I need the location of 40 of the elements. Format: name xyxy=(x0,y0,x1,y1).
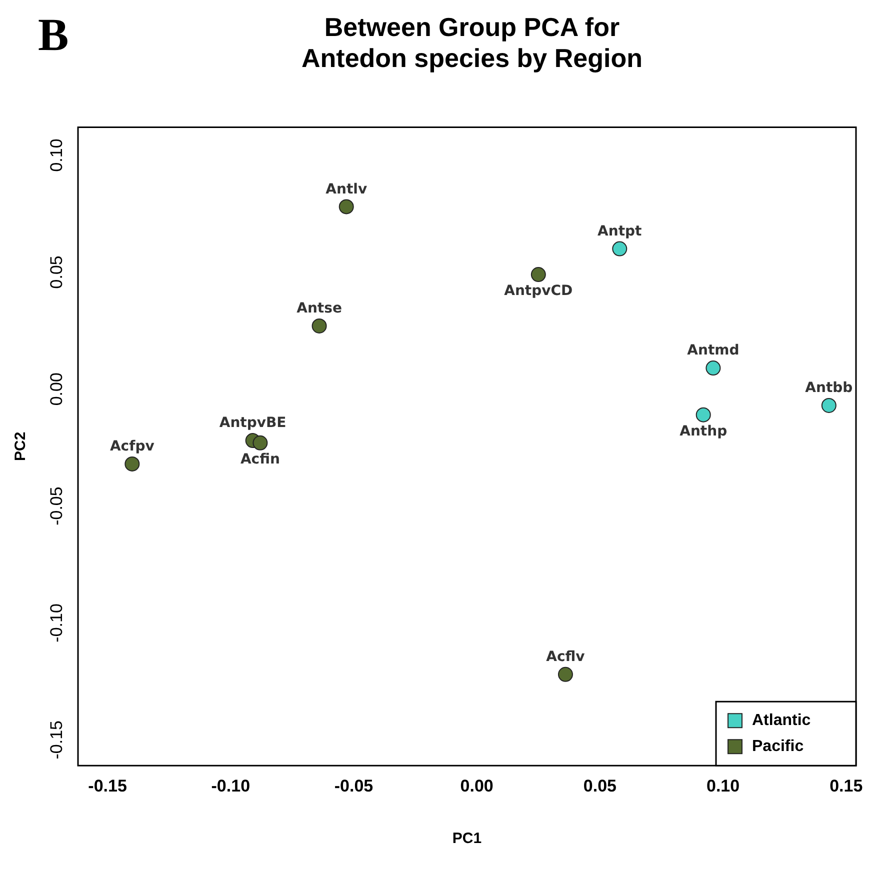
x-tick-label: 0.00 xyxy=(460,776,494,796)
x-tick-label: -0.05 xyxy=(334,776,374,796)
x-tick-label: -0.15 xyxy=(88,776,127,796)
point xyxy=(124,456,140,472)
point xyxy=(252,435,268,450)
x-tick-label: -0.10 xyxy=(211,776,250,796)
point xyxy=(338,199,354,214)
x-axis-title: PC1 xyxy=(452,830,482,848)
annotation: Acfin xyxy=(240,452,280,468)
x-tick-label: 0.05 xyxy=(583,776,616,796)
legend-label: Pacific xyxy=(752,738,804,756)
point xyxy=(530,267,546,282)
legend-label: Atlantic xyxy=(752,712,811,730)
annotation: Acflv xyxy=(546,649,585,666)
annotation: Antlv xyxy=(326,181,368,198)
annotation: Antbb xyxy=(805,380,853,396)
y-tick-label: 0.10 xyxy=(47,138,66,172)
annotation: AntpvBE xyxy=(219,415,286,432)
point xyxy=(312,318,327,334)
point xyxy=(821,398,836,413)
annotation: Antse xyxy=(296,300,342,317)
x-tick-label: 0.10 xyxy=(706,776,740,796)
point xyxy=(612,241,628,256)
text: B xyxy=(38,8,69,61)
annotation: AntpvCD xyxy=(504,283,573,300)
y-tick-label: -0.05 xyxy=(47,486,66,526)
point xyxy=(558,666,573,682)
chart-title: Between Group PCA for Antedon species by Region xyxy=(302,12,642,73)
y-axis-title: PC2 xyxy=(12,432,30,461)
y-tick-label: 0.05 xyxy=(47,256,66,289)
x-tick-label: 0.15 xyxy=(830,776,863,796)
y-tick-label: 0.00 xyxy=(47,372,66,406)
annotation: Antmd xyxy=(687,342,740,359)
annotation: Acfpv xyxy=(110,438,154,455)
annotation: Anthp xyxy=(680,423,728,440)
y-tick-label: -0.15 xyxy=(47,720,66,760)
point xyxy=(696,407,711,422)
y-tick-label: -0.10 xyxy=(47,604,66,642)
point xyxy=(706,360,721,376)
annotation: Antpt xyxy=(598,223,642,240)
